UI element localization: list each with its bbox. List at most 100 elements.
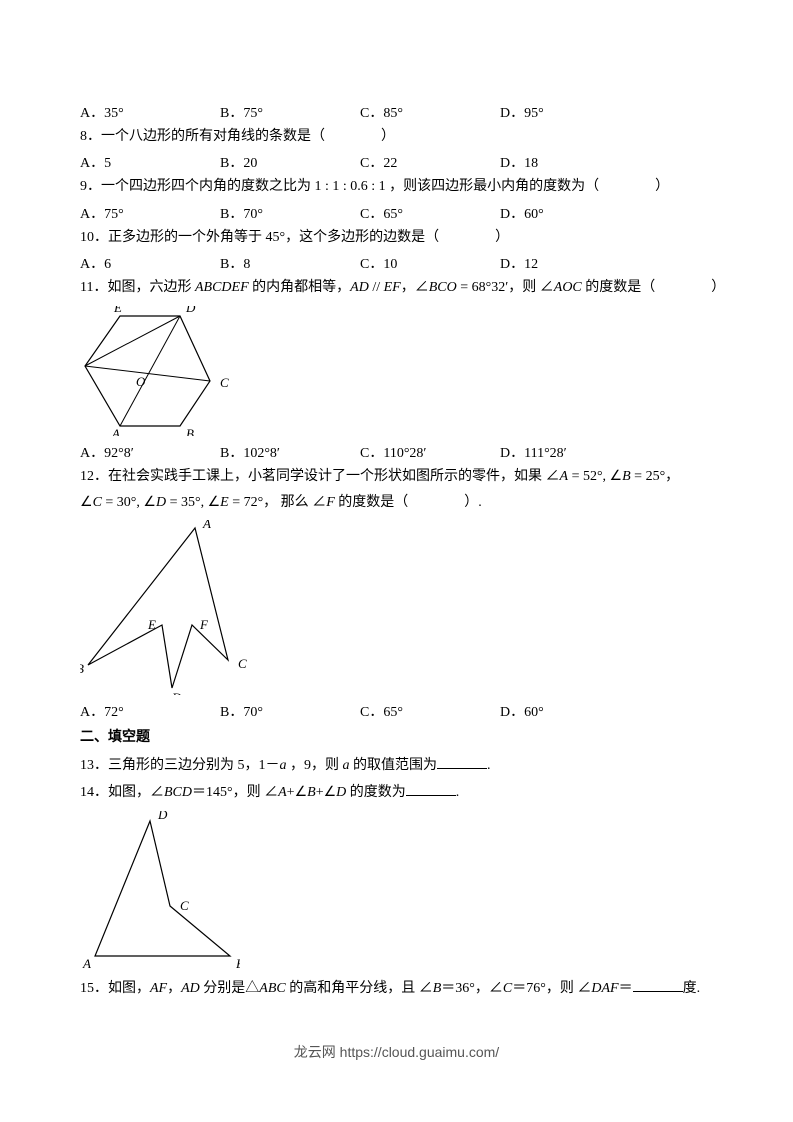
q8-text: 8．一个八边形的所有对角线的条数是（ ） xyxy=(80,126,713,148)
q13-text: 13．三角形的三边分别为 5，1－a ，9，则 a 的取值范围为. xyxy=(80,754,713,777)
q9-opt-c: C．65° xyxy=(360,203,500,223)
q12-E: E xyxy=(220,495,229,510)
q11-ad: AD xyxy=(350,280,369,295)
q15-p5: ＝36°，∠ xyxy=(441,981,503,996)
svg-text:B: B xyxy=(186,426,194,436)
q15-p2: ， xyxy=(167,981,181,996)
svg-text:A: A xyxy=(82,956,91,971)
svg-text:B: B xyxy=(236,956,240,971)
q15-B: B xyxy=(433,981,442,996)
q12-line2: ∠C = 30°, ∠D = 35°, ∠E = 72°， 那么 ∠F 的度数是… xyxy=(80,492,713,514)
q7-opt-a: A．35° xyxy=(80,102,220,122)
q11-aoc: AOC xyxy=(554,280,582,295)
q13-p1: 13．三角形的三边分别为 5，1－ xyxy=(80,758,280,773)
q15-daf: DAF xyxy=(591,981,618,996)
q8-opt-a: A．5 xyxy=(80,152,220,172)
q9-opt-a: A．75° xyxy=(80,203,220,223)
q11-eq: = 68°32′，则 ∠ xyxy=(457,280,554,295)
svg-text:A: A xyxy=(111,426,120,436)
section2-title: 二、填空题 xyxy=(80,727,713,749)
q11-ef: EF xyxy=(384,280,401,295)
q12-eqA: = 52°, ∠ xyxy=(568,469,622,484)
q11-tail: 的度数是（ ） xyxy=(582,280,726,295)
q15-ad: AD xyxy=(181,981,200,996)
q10-text: 10．正多边形的一个外角等于 45°，这个多边形的边数是（ ） xyxy=(80,227,713,249)
svg-text:D: D xyxy=(185,306,196,315)
q12-B: B xyxy=(622,469,631,484)
q12-F: F xyxy=(326,495,335,510)
q14-A: A xyxy=(278,785,287,800)
q15-p4: 的高和角平分线，且 ∠ xyxy=(286,981,433,996)
q14-p4: +∠ xyxy=(316,785,336,800)
q14-p5: 的度数为 xyxy=(346,785,406,800)
q8-opt-d: D．18 xyxy=(500,152,640,172)
page-footer: 龙云网 https://cloud.guaimu.com/ xyxy=(0,1042,793,1062)
q12-options: A．72° B．70° C．65° D．60° xyxy=(80,701,713,721)
q7-opt-c: C．85° xyxy=(360,102,500,122)
q11-options: A．92°8′ B．102°8′ C．110°28′ D．111°28′ xyxy=(80,442,713,462)
q14-p3: +∠ xyxy=(287,785,307,800)
page-content: A．35° B．75° C．85° D．95° 8．一个八边形的所有对角线的条数… xyxy=(0,0,793,1044)
q11-bco: BCO xyxy=(429,280,457,295)
svg-text:B: B xyxy=(80,661,84,676)
q15-p7: ＝ xyxy=(619,981,633,996)
q10-options: A．6 B．8 C．10 D．12 xyxy=(80,253,713,273)
q12-C: C xyxy=(93,495,102,510)
q15-p6: ＝76°，则 ∠ xyxy=(512,981,591,996)
q12-eqD: = 35°, ∠ xyxy=(166,495,220,510)
svg-text:C: C xyxy=(238,656,247,671)
svg-text:C: C xyxy=(180,898,189,913)
q15-blank xyxy=(633,977,683,992)
q9-text: 9．一个四边形四个内角的度数之比为 1 : 1 : 0.6 : 1 ，则该四边形… xyxy=(80,176,713,198)
q11-text: 11．如图，六边形 ABCDEF 的内角都相等，AD // EF，∠BCO = … xyxy=(80,277,713,299)
q13-p4: . xyxy=(487,758,491,773)
q15-p1: 15．如图， xyxy=(80,981,150,996)
q15-p3: 分别是△ xyxy=(200,981,260,996)
q7-opt-d: D．95° xyxy=(500,102,640,122)
q10-opt-b: B．8 xyxy=(220,253,360,273)
q8-opt-c: C．22 xyxy=(360,152,500,172)
q11-par: // xyxy=(369,280,384,295)
q12-figure: ABCDEF xyxy=(80,520,713,695)
q11-prefix: 11．如图，六边形 xyxy=(80,280,195,295)
q14-blank xyxy=(406,781,456,796)
q15-text: 15．如图，AF，AD 分别是△ABC 的高和角平分线，且 ∠B＝36°，∠C＝… xyxy=(80,977,713,1000)
q12-opt-d: D．60° xyxy=(500,701,640,721)
q11-opt-c: C．110°28′ xyxy=(360,442,500,462)
q11-figure: ABCDEFO xyxy=(80,306,713,436)
q10-opt-c: C．10 xyxy=(360,253,500,273)
q11-hex: ABCDEF xyxy=(195,280,249,295)
svg-text:F: F xyxy=(199,617,209,632)
q13-a2: a xyxy=(343,758,350,773)
q7-opt-b: B．75° xyxy=(220,102,360,122)
q14-p6: . xyxy=(456,785,460,800)
q11-mid1: 的内角都相等， xyxy=(249,280,351,295)
q9-opt-b: B．70° xyxy=(220,203,360,223)
q12-line1: 12．在社会实践手工课上，小茗同学设计了一个形状如图所示的零件，如果 ∠A = … xyxy=(80,466,713,488)
quad-diagram: ABCD xyxy=(80,811,240,971)
svg-text:A: A xyxy=(202,520,211,531)
q12-D: D xyxy=(156,495,166,510)
q12-opt-b: B．70° xyxy=(220,701,360,721)
q14-bcd: BCD xyxy=(164,785,192,800)
q8-opt-b: B．20 xyxy=(220,152,360,172)
q12-l2a: ∠ xyxy=(80,495,93,510)
q13-a: a xyxy=(280,758,287,773)
svg-text:E: E xyxy=(147,617,156,632)
q14-p2: ＝145°，则 ∠ xyxy=(192,785,278,800)
q10-opt-d: D．12 xyxy=(500,253,640,273)
svg-text:C: C xyxy=(220,375,229,390)
svg-text:O: O xyxy=(136,374,146,389)
q14-D: D xyxy=(336,785,346,800)
q12-eqC: = 30°, ∠ xyxy=(102,495,156,510)
q7-options: A．35° B．75° C．85° D．95° xyxy=(80,102,713,122)
q12-A: A xyxy=(560,469,569,484)
q15-C: C xyxy=(503,981,512,996)
q14-text: 14．如图，∠BCD＝145°，则 ∠A+∠B+∠D 的度数为. xyxy=(80,781,713,804)
q15-abc: ABC xyxy=(259,981,285,996)
q12-opt-a: A．72° xyxy=(80,701,220,721)
q13-p2: ，9，则 xyxy=(287,758,343,773)
hexagon-diagram: ABCDEFO xyxy=(80,306,230,436)
q11-opt-d: D．111°28′ xyxy=(500,442,640,462)
q14-p1: 14．如图，∠ xyxy=(80,785,164,800)
